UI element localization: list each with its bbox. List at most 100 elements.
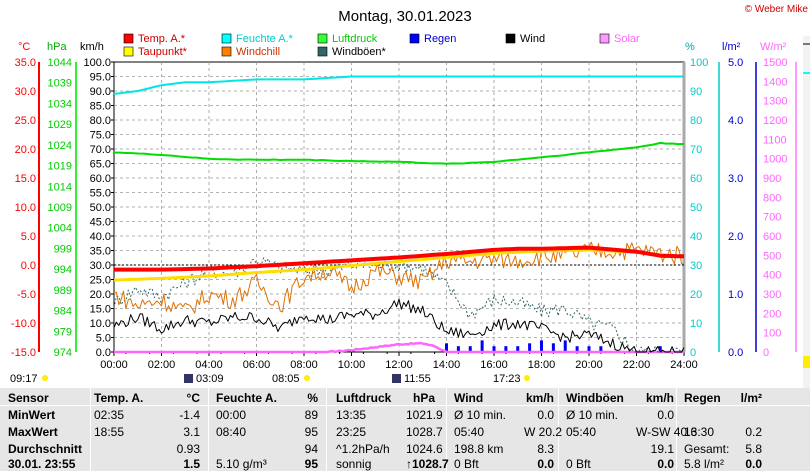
solar-tick: 1200: [763, 115, 787, 127]
humidity-tick: 10: [690, 318, 702, 330]
solar-tick: 500: [763, 250, 781, 262]
table-cell: -1.4: [179, 408, 200, 422]
table-cell: 08:40: [216, 425, 247, 439]
legend-swatch: [317, 46, 328, 57]
time-tick: 20:00: [575, 359, 603, 371]
wind-tick: 95.0: [90, 72, 111, 84]
table-cell: ^1.2hPa/h: [336, 442, 390, 456]
series-taupunkt: [113, 248, 685, 282]
temp-tick: 20.0: [15, 144, 36, 156]
humidity-tick: 80: [690, 115, 702, 127]
wind-tick: 85.0: [90, 101, 111, 113]
credit-text[interactable]: © Weber Mike: [745, 4, 809, 15]
table-header-cell: Feuchte A.: [216, 391, 277, 405]
solar-axis-unit: W/m²: [760, 41, 787, 53]
moon-icon: [392, 374, 401, 383]
table-cell: [700, 407, 762, 424]
table-cell: 95: [304, 457, 318, 471]
table-cell: ↑1028.7: [406, 457, 449, 471]
solar-tick: 0: [763, 347, 769, 359]
series-luftdruck: [114, 141, 685, 165]
temp-axis-unit: °C: [18, 41, 30, 53]
table-cell: 198.8 km: [454, 442, 504, 456]
table-cell: 0.0: [745, 457, 762, 471]
pressure-tick: 994: [54, 264, 72, 276]
legend-label: Windböen*: [332, 46, 387, 58]
legend-swatch: [505, 33, 516, 44]
temp-tick: 35.0: [15, 57, 36, 69]
rain-tick: 0.0: [728, 347, 743, 359]
pressure-tick: 1039: [48, 78, 72, 90]
solar-tick: 300: [763, 289, 781, 301]
series-feuchtea: [113, 75, 684, 95]
wind-tick: 30.0: [90, 260, 111, 272]
legend-label: Luftdruck: [332, 33, 378, 45]
legend-label: Wind: [520, 33, 545, 45]
wind-tick: 15.0: [90, 304, 111, 316]
solar-tick: 400: [763, 270, 781, 282]
weather-chart: Montag, 30.01.2023 © Weber Mike Temp. A.…: [10, 4, 810, 388]
table-divider: [208, 388, 209, 471]
table-header-cell: km/h: [645, 391, 674, 405]
table-header-cell: %: [307, 391, 318, 405]
table-cell: 05:40: [566, 425, 597, 439]
rain-axis-unit: l/m²: [722, 41, 741, 53]
temp-tick: -10.0: [11, 318, 36, 330]
time-tick: 24:00: [670, 359, 698, 371]
table-cell: 18:55: [94, 425, 125, 439]
pressure-tick: 1019: [48, 161, 72, 173]
humidity-tick: 0: [690, 347, 696, 359]
legend-swatch: [221, 33, 232, 44]
table-cell: 0.0: [537, 457, 554, 471]
sun-time: 08:05: [272, 373, 300, 385]
solar-tick: 1100: [763, 134, 787, 146]
legend-label: Windchill: [236, 46, 280, 58]
wind-tick: 60.0: [90, 173, 111, 185]
table-header-cell: Wind: [454, 391, 484, 405]
rain-bar: [468, 346, 472, 352]
time-tick: 04:00: [195, 359, 223, 371]
pressure-tick: 979: [54, 326, 72, 338]
humidity-tick: 70: [690, 144, 702, 156]
rain-tick: 1.0: [728, 289, 743, 301]
rain-bar: [563, 340, 567, 352]
table-divider: [0, 405, 810, 406]
humidity-tick: 30: [690, 260, 702, 272]
rain-bar: [456, 346, 460, 352]
temp-tick: 25.0: [15, 115, 36, 127]
table-cell: 0 Bft: [566, 457, 591, 471]
solar-tick: 700: [763, 212, 781, 224]
table-header-cell: km/h: [525, 391, 554, 405]
table-cell: 5.8 l/m²: [684, 457, 725, 471]
time-tick: 12:00: [385, 359, 413, 371]
legend-swatch: [123, 33, 134, 44]
humidity-tick: 50: [690, 202, 702, 214]
series: [113, 75, 685, 354]
table-header-cell: °C: [186, 391, 200, 405]
humidity-tick: 60: [690, 173, 702, 185]
rain-tick: 5.0: [728, 57, 743, 69]
table-cell: 23:25: [336, 425, 367, 439]
wind-tick: 45.0: [90, 217, 111, 229]
time-tick: 06:00: [243, 359, 271, 371]
solar-tick: 100: [763, 328, 781, 340]
time-tick: 10:00: [338, 359, 366, 371]
rain-tick: 3.0: [728, 173, 743, 185]
legend-swatch: [123, 46, 134, 57]
legend-label: Solar: [614, 33, 640, 45]
rain-tick: 4.0: [728, 115, 743, 127]
table-cell: 89: [304, 408, 318, 422]
solar-tick: 1300: [763, 96, 787, 108]
legend-label: Temp. A.*: [138, 33, 186, 45]
table-cell: 0.0: [537, 408, 554, 422]
table-cell: 19.1: [650, 442, 674, 456]
wind-tick: 25.0: [90, 275, 111, 287]
table-cell: 0.2: [745, 425, 762, 439]
legend-swatch: [221, 46, 232, 57]
table-divider: [558, 388, 559, 471]
table-cell: 94: [304, 442, 318, 456]
moon-icon: [184, 374, 193, 383]
time-tick: 00:00: [100, 359, 128, 371]
summary-table: Sensor Temp. A. °C Feuchte A.% Luftdruck hPa W…: [0, 388, 810, 471]
table-cell: Gesamt:: [684, 442, 730, 456]
